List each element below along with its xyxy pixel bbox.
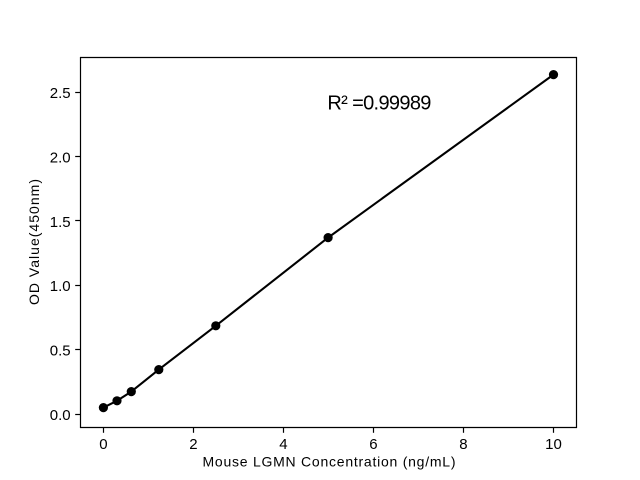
svg-text:2.0: 2.0: [50, 149, 71, 166]
svg-text:10: 10: [545, 436, 562, 453]
svg-text:R² =0.99989: R² =0.99989: [327, 92, 431, 114]
svg-text:OD Value(450nm): OD Value(450nm): [26, 179, 42, 305]
svg-text:2: 2: [189, 436, 197, 453]
svg-text:1.5: 1.5: [50, 214, 71, 231]
svg-text:6: 6: [369, 436, 377, 453]
svg-text:8: 8: [459, 436, 467, 453]
svg-text:2.5: 2.5: [50, 85, 71, 102]
svg-text:0.5: 0.5: [50, 343, 71, 360]
svg-text:Mouse LGMN Concentration (ng/m: Mouse LGMN Concentration (ng/mL): [203, 454, 456, 470]
svg-text:0: 0: [99, 436, 107, 453]
svg-text:4: 4: [279, 436, 287, 453]
svg-text:1.0: 1.0: [50, 278, 71, 295]
svg-text:0.0: 0.0: [50, 407, 71, 424]
